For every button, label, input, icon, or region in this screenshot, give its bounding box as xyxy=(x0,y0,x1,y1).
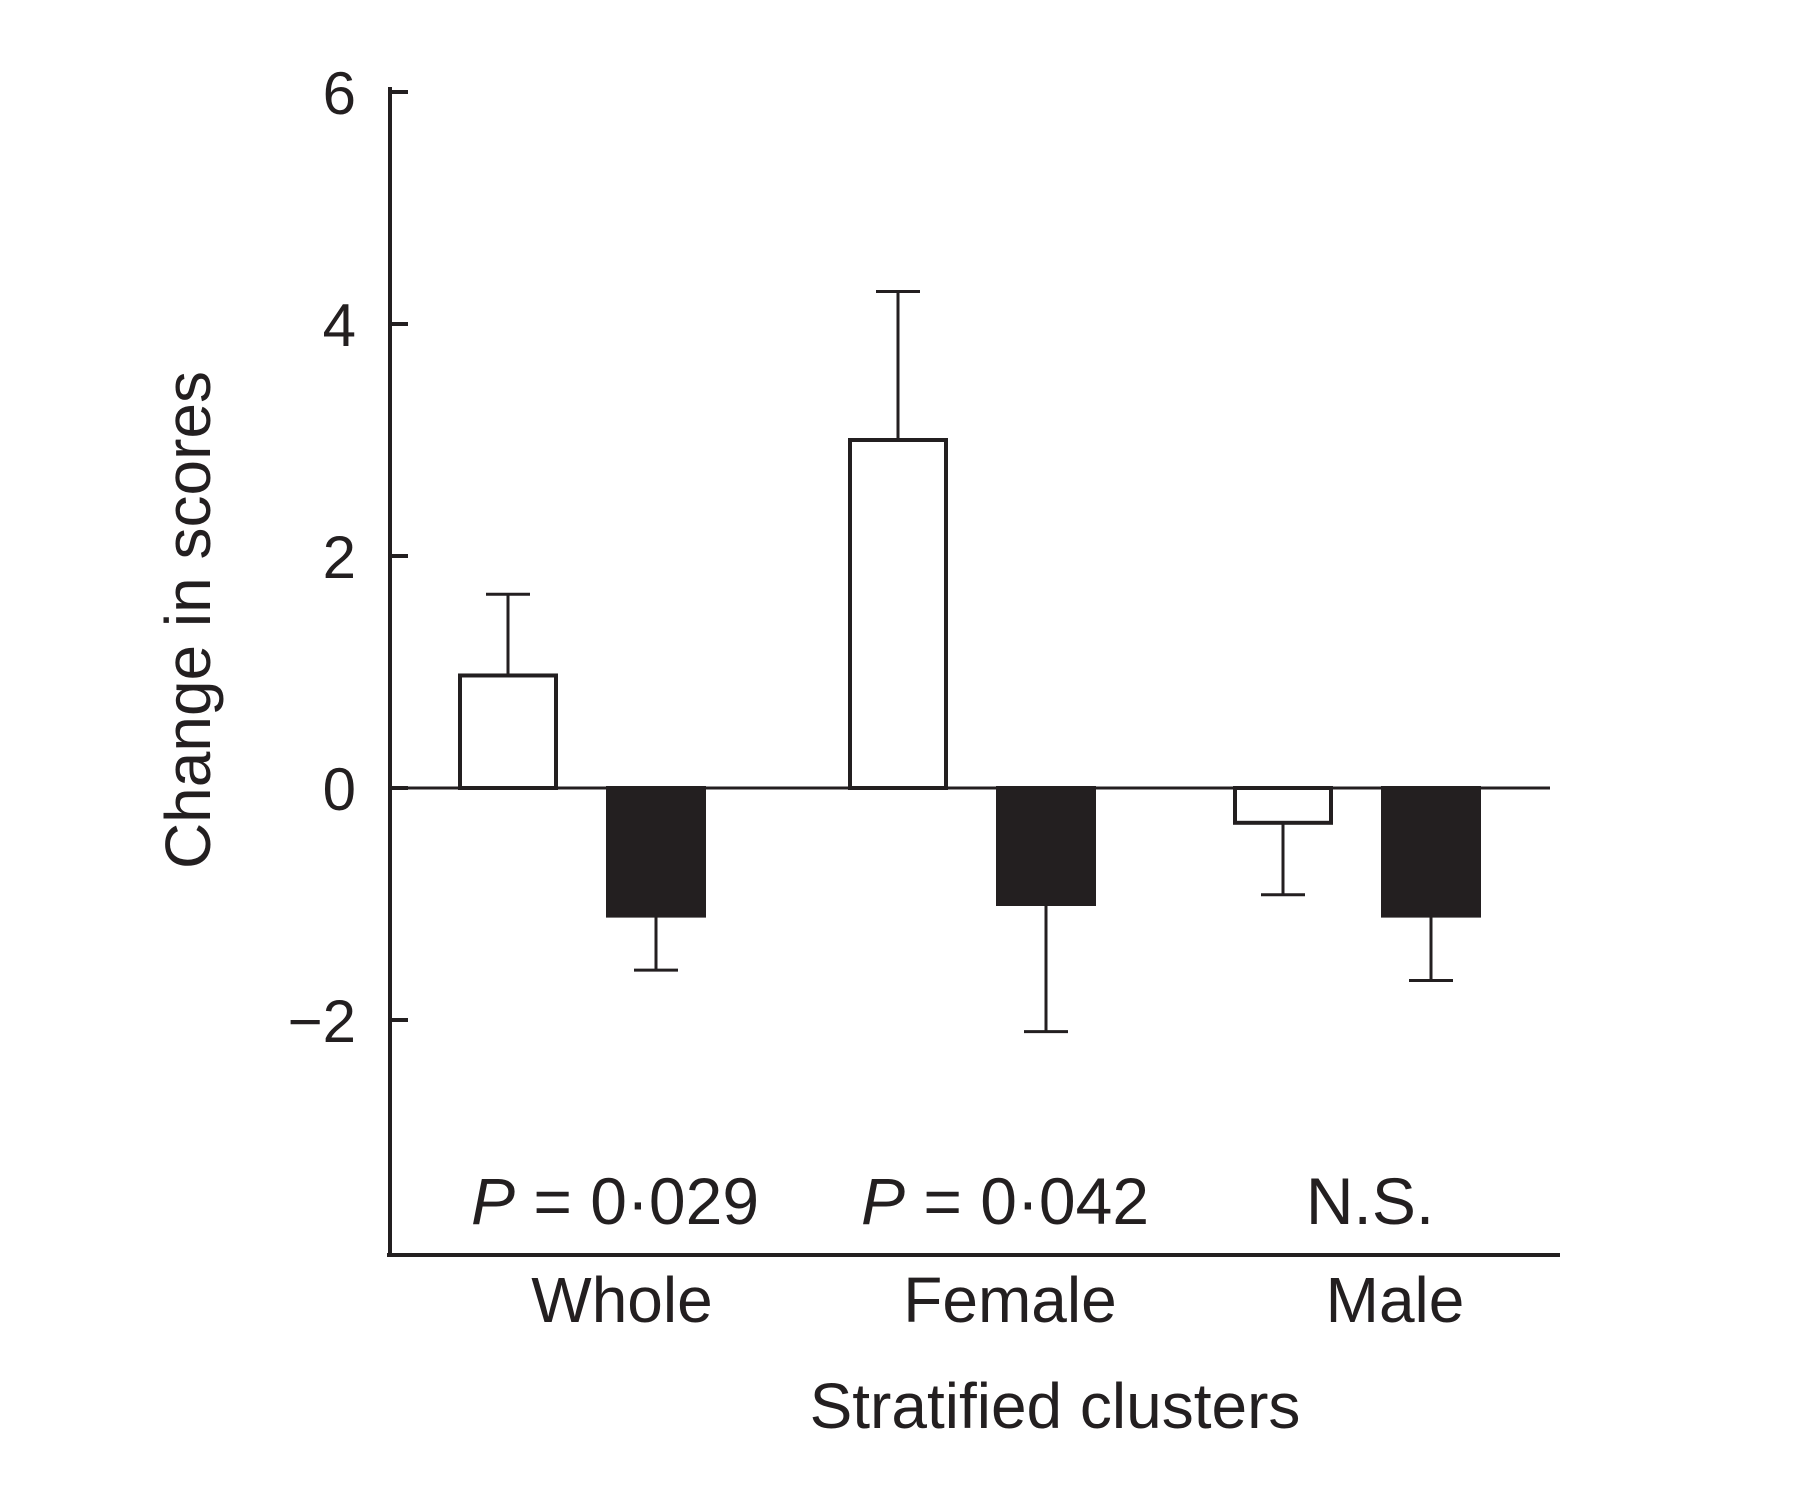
y-tick-label: 0 xyxy=(323,756,356,823)
bar xyxy=(606,786,706,918)
error-bars xyxy=(486,290,1453,1034)
p-value-annotation: P = 0·029 xyxy=(471,1164,759,1238)
bar xyxy=(996,786,1096,906)
x-category-label: Male xyxy=(1326,1264,1465,1336)
axes: 6 4 2 0 −2 xyxy=(288,60,1560,1257)
y-axis-title: Change in scores xyxy=(152,371,224,869)
bar xyxy=(458,673,558,790)
p-value-annotation: P = 0·042 xyxy=(861,1164,1149,1238)
y-tick-label: 4 xyxy=(323,292,356,359)
bars xyxy=(458,438,1481,918)
p-value-annotation: N.S. xyxy=(1306,1164,1434,1238)
x-category-label: Whole xyxy=(531,1264,712,1336)
bar xyxy=(1233,786,1333,825)
labels: Change in scores Stratified clusters Who… xyxy=(152,371,1464,1442)
y-tick-label: 2 xyxy=(323,524,356,591)
bar xyxy=(848,438,948,790)
bar xyxy=(1381,786,1481,918)
x-axis-title: Stratified clusters xyxy=(810,1370,1301,1442)
y-tick-label: −2 xyxy=(288,988,356,1055)
x-category-label: Female xyxy=(903,1264,1116,1336)
y-tick-label: 6 xyxy=(323,60,356,127)
